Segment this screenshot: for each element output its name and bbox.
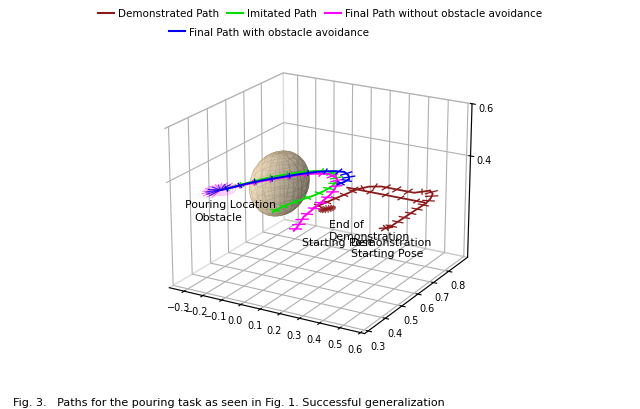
Legend: Final Path with obstacle avoidance: Final Path with obstacle avoidance [164,24,373,42]
Text: Fig. 3.   Paths for the pouring task as seen in Fig. 1. Successful generalizatio: Fig. 3. Paths for the pouring task as se… [13,397,445,407]
Legend: Demonstrated Path, Imitated Path, Final Path without obstacle avoidance: Demonstrated Path, Imitated Path, Final … [93,5,547,23]
